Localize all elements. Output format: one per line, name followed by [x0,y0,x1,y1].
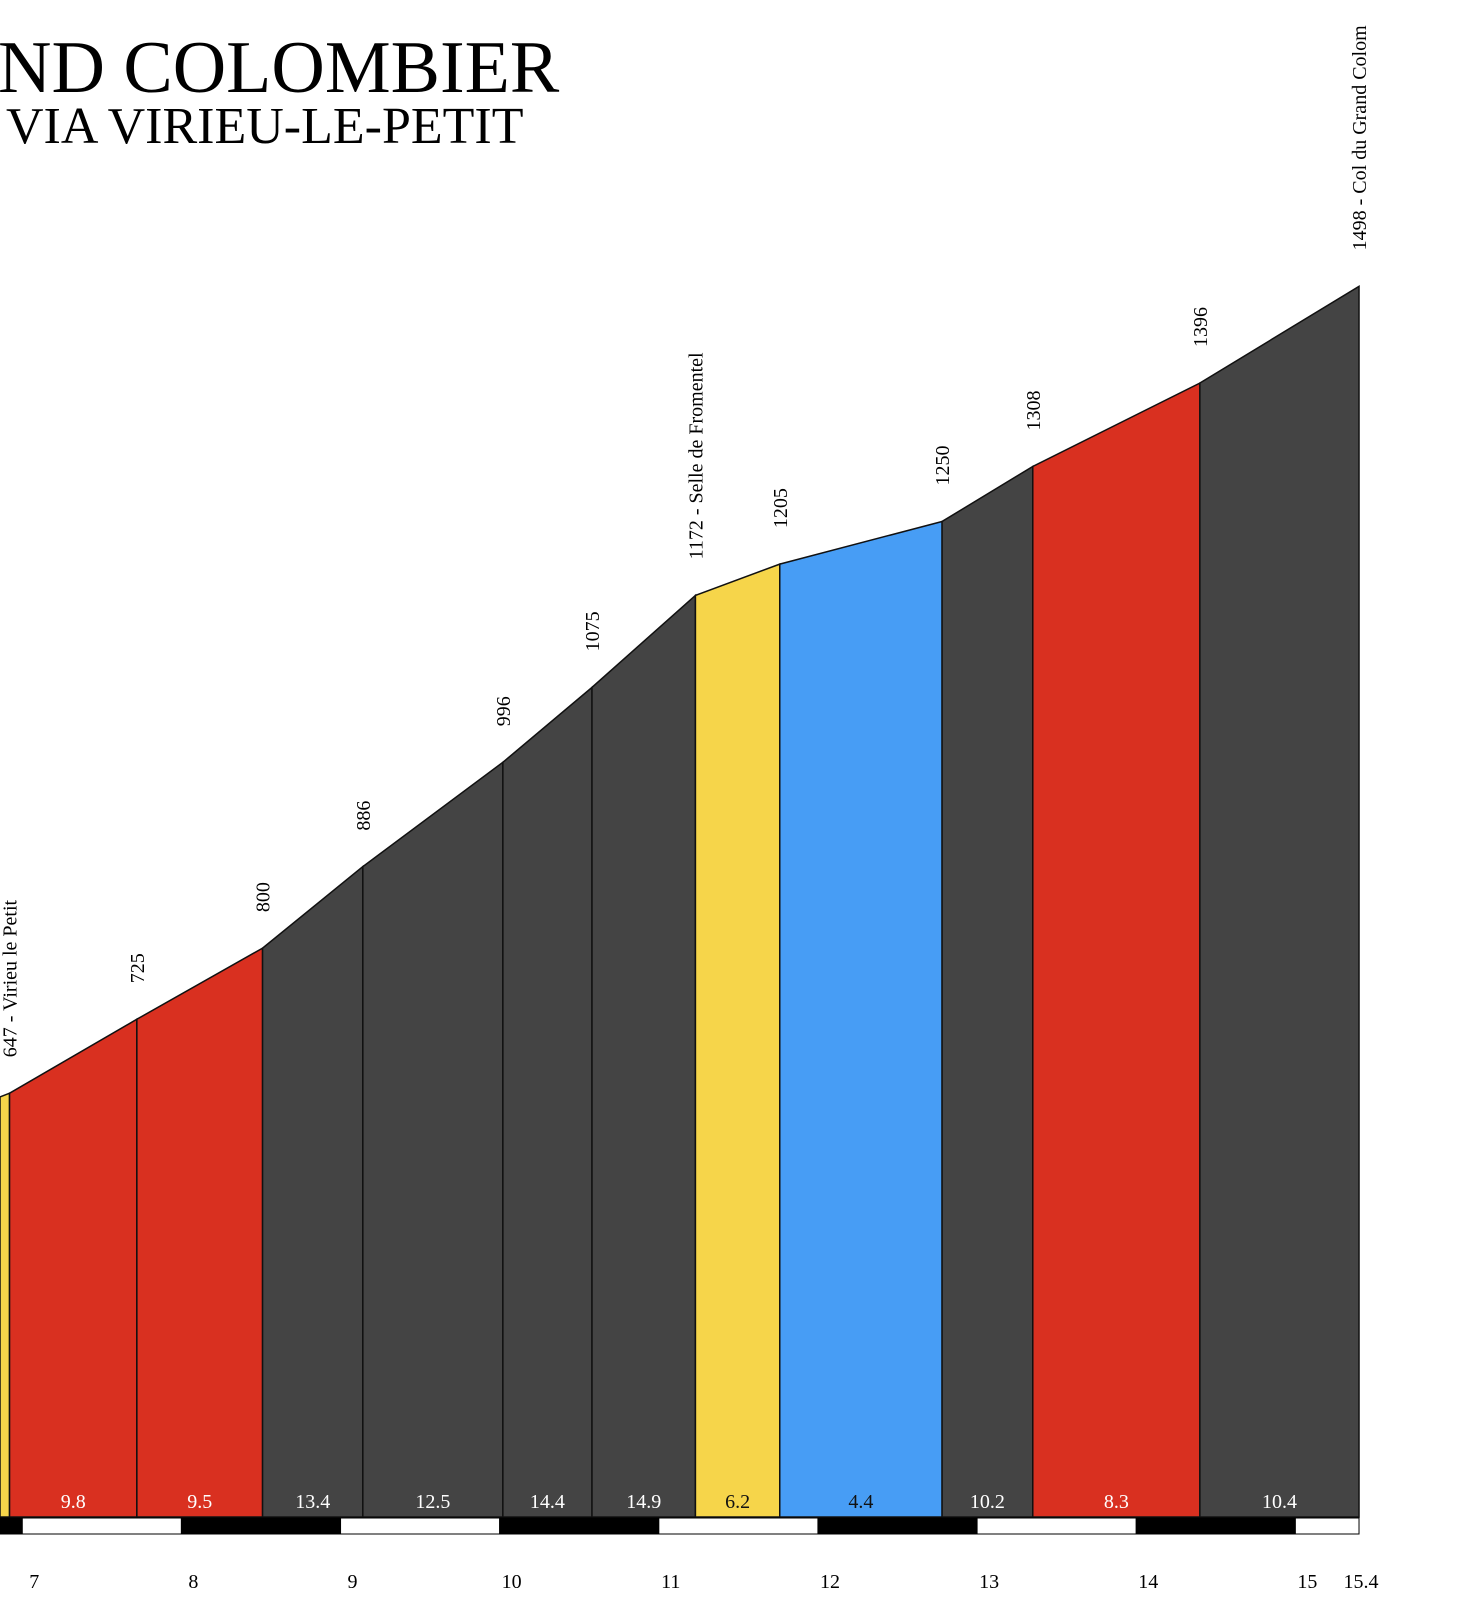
segment [591,593,697,1518]
scale-bar [1294,1517,1360,1535]
gradient-label: 9.5 [187,1491,212,1513]
point-label: 800 [253,882,275,912]
gradient-label: 13.4 [295,1491,330,1513]
point-label: 886 [353,801,375,831]
segment [8,1017,138,1518]
segment [362,760,504,1518]
scale-bar [340,1517,501,1535]
point-label: 1205 [770,488,792,528]
x-tick-label: 11 [661,1571,680,1593]
segment [694,563,781,1518]
gradient-label: 10.2 [970,1491,1005,1513]
x-tick-label: 10 [502,1571,522,1593]
gradient-label: 4.4 [848,1491,873,1513]
gradient-label: 14.4 [530,1491,565,1513]
chart-title: ND COLOMBIER [0,27,560,109]
x-tick-label: 9 [348,1571,358,1593]
segment [1032,381,1201,1518]
segment [502,685,593,1518]
segment [941,465,1034,1518]
scale-bar [817,1517,978,1535]
scale-bar [499,1517,660,1535]
point-label: 1308 [1023,390,1045,430]
x-tick-label: 14 [1138,1571,1158,1593]
gradient-label: 8.3 [1104,1491,1129,1513]
scale-bar [180,1517,342,1535]
gradient-label: 10.4 [1262,1491,1297,1513]
point-label: 996 [493,696,515,726]
point-label: 1075 [582,611,604,651]
segment [136,946,264,1518]
segment [261,865,364,1518]
x-tick-label: 7 [29,1571,39,1593]
x-tick-label: 15.4 [1344,1571,1379,1593]
x-tick-label: 15 [1297,1571,1317,1593]
point-label: 1250 [932,445,954,485]
chart-subtitle: VIA VIRIEU-LE-PETIT [6,98,524,155]
gradient-label: 12.5 [415,1491,450,1513]
scale-bar [1135,1517,1296,1535]
point-label: 725 [127,953,149,983]
point-label: 1396 [1190,307,1212,347]
scale-bar [658,1517,819,1535]
point-label: 647 - Virieu le Petit [0,899,22,1057]
segment [0,1092,11,1518]
x-tick-label: 12 [820,1571,840,1593]
x-tick-label: 13 [979,1571,999,1593]
gradient-label: 14.9 [626,1491,661,1513]
scale-bar [21,1517,182,1535]
point-label: 1498 - Col du Grand Colom [1349,25,1371,250]
scale-bar [976,1517,1137,1535]
scale-bar [0,1517,23,1535]
segment [779,520,943,1518]
x-tick-label: 8 [188,1571,198,1593]
gradient-label: 9.8 [61,1491,86,1513]
gradient-label: 6.2 [725,1491,750,1513]
segment [1199,285,1360,1518]
point-label: 1172 - Selle de Fromentel [685,352,707,559]
